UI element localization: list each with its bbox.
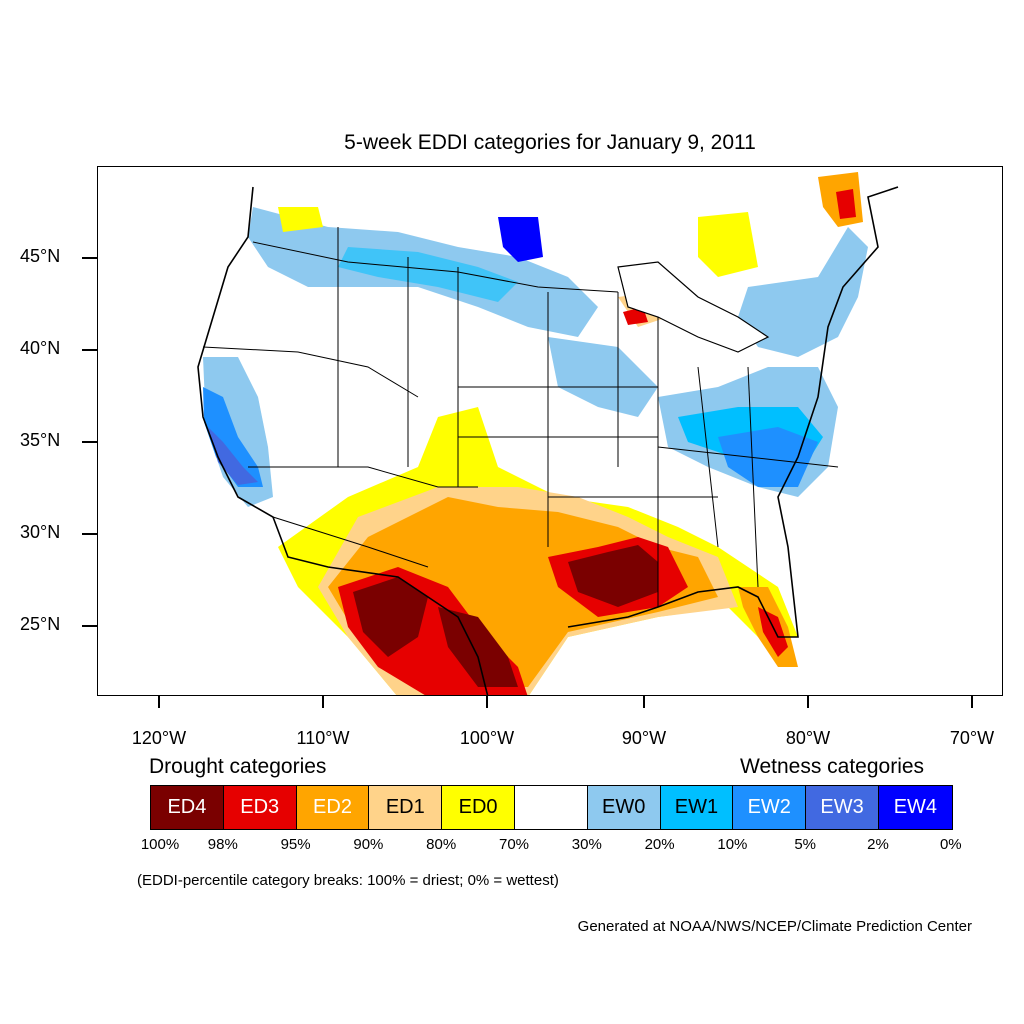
- wet-region-north-ew4: [498, 217, 543, 262]
- lat-tick: [82, 349, 97, 351]
- break-label: 70%: [498, 836, 530, 853]
- legend-cell-ew3: EW3: [806, 786, 879, 829]
- eddi-map-graphic: [197, 172, 899, 695]
- border-lines: [202, 227, 839, 607]
- category-legend: ED4 ED3 ED2 ED1 ED0 EW0 EW1 EW2 EW3 EW4: [150, 785, 953, 830]
- break-label: 80%: [426, 836, 457, 853]
- break-label: 100%: [140, 836, 180, 853]
- lat-tick: [82, 625, 97, 627]
- drought-region-nw: [278, 207, 323, 232]
- lon-tick: [322, 696, 324, 708]
- drought-region-ed4-south: [438, 607, 518, 687]
- lon-tick: [643, 696, 645, 708]
- legend-cell-neutral: [514, 786, 588, 829]
- lat-label-40: 40°N: [20, 338, 61, 358]
- legend-cell-ed1: ED1: [369, 786, 443, 829]
- legend-cell-ed3: ED3: [223, 786, 297, 829]
- map-title: 5-week EDDI categories for January 9, 20…: [344, 131, 756, 154]
- break-label: 10%: [717, 836, 748, 853]
- lon-label-80: 80°W: [785, 728, 831, 748]
- break-label: 95%: [280, 836, 311, 853]
- drought-region-ed4-east: [568, 545, 658, 607]
- legend-cell-ed4: ED4: [151, 786, 224, 829]
- category-note: (EDDI-percentile category breaks: 100% =…: [137, 872, 559, 889]
- drought-region-maine-ed3: [836, 189, 856, 219]
- legend-cell-ew1: EW1: [660, 786, 734, 829]
- wet-region-east-ew2: [718, 427, 818, 487]
- legend-cell-ew4: EW4: [878, 786, 952, 829]
- legend-cell-ed2: ED2: [296, 786, 370, 829]
- lon-label-120: 120°W: [131, 728, 187, 748]
- coastline: [197, 186, 899, 695]
- lon-label-70: 70°W: [949, 728, 995, 748]
- lat-label-30: 30°N: [20, 522, 61, 542]
- lon-label-110: 110°W: [296, 728, 350, 748]
- break-label: 30%: [571, 836, 602, 853]
- wet-region-west-ew3: [208, 427, 258, 485]
- drought-heading: Drought categories: [149, 755, 327, 778]
- lon-tick: [486, 696, 488, 708]
- lon-tick: [158, 696, 160, 708]
- wet-region-midwest: [548, 337, 658, 417]
- drought-region-ed4-west: [353, 577, 428, 657]
- lon-label-100: 100°W: [459, 728, 515, 748]
- legend-cell-ew2: EW2: [733, 786, 807, 829]
- eddi-map: [97, 166, 1003, 696]
- lat-label-45: 45°N: [20, 246, 61, 266]
- legend-cell-ed0: ED0: [442, 786, 515, 829]
- lat-tick: [82, 441, 97, 443]
- lon-tick: [807, 696, 809, 708]
- credit-text: Generated at NOAA/NWS/NCEP/Climate Predi…: [577, 918, 972, 935]
- lat-tick: [82, 533, 97, 535]
- break-label: 20%: [644, 836, 675, 853]
- wet-region-west-strong: [203, 387, 263, 487]
- break-label: 5%: [794, 836, 817, 853]
- lat-tick: [82, 257, 97, 259]
- break-label: 2%: [867, 836, 889, 853]
- lon-tick: [971, 696, 973, 708]
- lat-label-25: 25°N: [20, 614, 61, 634]
- break-label: 98%: [207, 836, 238, 853]
- lon-label-90: 90°W: [621, 728, 667, 748]
- break-label: 90%: [353, 836, 384, 853]
- lat-label-35: 35°N: [20, 430, 61, 450]
- drought-region-florida-ed3: [758, 607, 788, 657]
- drought-region-greatlakes: [698, 212, 758, 277]
- legend-cell-ew0: EW0: [587, 786, 661, 829]
- greatlakes-outline: [617, 261, 770, 353]
- break-label: 0%: [939, 836, 962, 853]
- wet-region-north-ew1: [338, 247, 518, 302]
- wetness-heading: Wetness categories: [740, 755, 925, 778]
- wet-region-northeast: [738, 227, 868, 357]
